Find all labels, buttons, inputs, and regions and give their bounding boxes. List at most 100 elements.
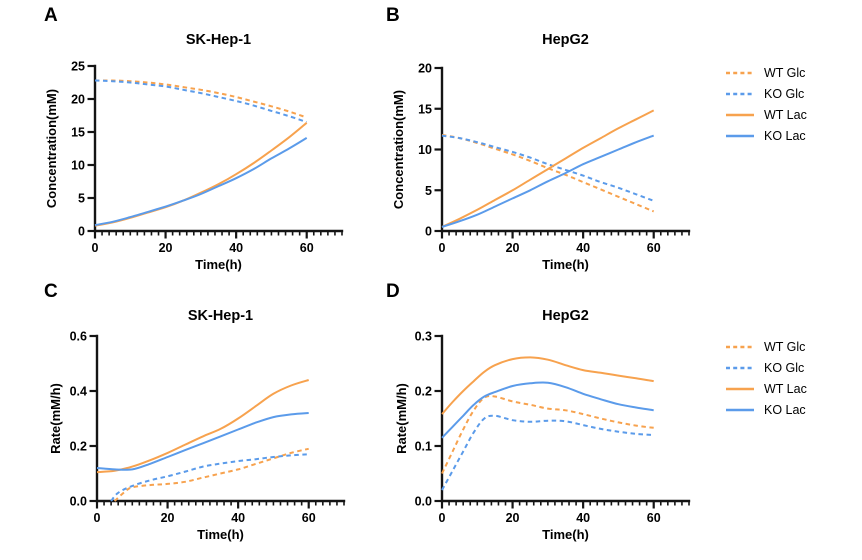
legend-label: KO Glc: [764, 87, 805, 101]
y-tick-label: 0.2: [70, 440, 87, 454]
y-tick-label: 0.1: [415, 440, 432, 454]
y-tick-label: 10: [418, 143, 432, 157]
axes: [440, 66, 691, 233]
axes: [95, 334, 346, 503]
dashed-line-sample-icon: [726, 92, 754, 96]
series-ko-lac: [94, 137, 308, 227]
x-tick-label: 40: [576, 241, 590, 255]
x-tick-label: 20: [159, 241, 173, 255]
x-tick-label: 40: [229, 241, 243, 255]
y-tick-label: 0.6: [70, 330, 87, 344]
series-wt-glc: [441, 394, 654, 474]
legend-bottom: WT Glc KO Glc WT Lac KO Lac: [725, 340, 807, 417]
x-tick-label: 0: [92, 241, 99, 255]
legend-entry-wt-lac: WT Lac: [725, 108, 807, 122]
x-axis-label: Time(h): [542, 527, 589, 542]
x-tick-label: 0: [439, 241, 446, 255]
series-wt-glc: [94, 79, 308, 119]
legend-label: WT Lac: [764, 108, 807, 122]
legend-entry-wt-lac: WT Lac: [725, 382, 807, 396]
series-wt-lac: [94, 122, 308, 227]
x-tick-label: 0: [439, 511, 446, 525]
solid-line-sample-icon: [726, 113, 754, 117]
series-wt-lac: [441, 109, 655, 228]
y-tick-label: 0: [78, 225, 85, 239]
solid-line-sample-icon: [726, 134, 754, 138]
panel-title: SK-Hep-1: [186, 32, 251, 48]
solid-line-sample-icon: [726, 408, 754, 412]
panel-title: HepG2: [542, 32, 589, 48]
y-tick-label: 15: [71, 126, 85, 140]
dashed-line-sample-icon: [726, 366, 754, 370]
y-tick-label: 0.0: [70, 495, 87, 509]
series-ko-glc: [441, 414, 654, 491]
legend-label: WT Lac: [764, 382, 807, 396]
y-tick-label: 0: [425, 225, 432, 239]
legend-entry-ko-lac: KO Lac: [725, 403, 807, 417]
y-axis-label: Rate(mM/h): [394, 383, 409, 454]
y-tick-label: 25: [71, 60, 85, 74]
x-axis-label: Time(h): [195, 257, 242, 272]
axes: [440, 334, 691, 503]
panel-title: HepG2: [542, 308, 589, 324]
dashed-line-sample-icon: [726, 345, 754, 349]
y-tick-label: 15: [418, 102, 432, 116]
panel-b-chart: 0 20 40 60 0 5 10 15 20 HepG2 Time(h) Concentration…: [391, 32, 691, 272]
x-tick-label: 40: [231, 511, 245, 525]
y-axis-label: Rate(mM/h): [48, 383, 63, 454]
y-tick-label: 5: [78, 192, 85, 206]
y-tick-label: 5: [425, 184, 432, 198]
y-tick-label: 0.3: [415, 330, 432, 344]
x-tick-label: 20: [506, 511, 520, 525]
legend-label: KO Lac: [764, 129, 806, 143]
y-tick-label: 0.2: [415, 385, 432, 399]
legend-entry-wt-glc: WT Glc: [725, 66, 807, 80]
legend-top: WT Glc KO Glc WT Lac KO Lac: [725, 66, 807, 143]
panel-label-d: D: [386, 281, 400, 302]
y-axis-label: Concentration(mM): [391, 90, 406, 209]
series-wt-glc: [441, 133, 655, 213]
axes: [93, 64, 344, 233]
y-tick-label: 20: [71, 93, 85, 107]
legend-label: KO Glc: [764, 361, 805, 375]
y-tick-label: 20: [418, 62, 432, 76]
legend-label: WT Glc: [764, 66, 806, 80]
x-tick-label: 60: [300, 241, 314, 255]
series-ko-glc: [110, 453, 309, 502]
x-tick-label: 60: [302, 511, 316, 525]
x-tick-label: 0: [94, 511, 101, 525]
legend-label: KO Lac: [764, 403, 806, 417]
series-ko-glc: [94, 79, 308, 124]
legend-entry-ko-glc: KO Glc: [725, 361, 807, 375]
legend-entry-ko-glc: KO Glc: [725, 87, 807, 101]
x-tick-label: 20: [161, 511, 175, 525]
panel-label-b: B: [386, 5, 400, 26]
x-tick-label: 20: [506, 241, 520, 255]
x-tick-label: 60: [647, 511, 661, 525]
series-wt-lac: [441, 356, 654, 415]
series-ko-lac: [96, 412, 309, 471]
legend-entry-ko-lac: KO Lac: [725, 129, 807, 143]
panel-d-chart: 0 20 40 60 0.0 0.1 0.2 0.3 HepG2 Time(h) Rate(mM/h…: [394, 308, 691, 542]
y-tick-label: 10: [71, 159, 85, 173]
panel-label-c: C: [44, 281, 58, 302]
legend-label: WT Glc: [764, 340, 806, 354]
series-wt-lac: [96, 379, 309, 474]
solid-line-sample-icon: [726, 387, 754, 391]
series-ko-glc: [441, 134, 655, 202]
panel-title: SK-Hep-1: [188, 308, 253, 324]
y-tick-label: 0.0: [415, 495, 432, 509]
panel-a-chart: 0 20 40 60 0 5 10 15 20 25 SK-Hep-1 Time(h) Concentr…: [44, 32, 344, 272]
x-axis-label: Time(h): [197, 527, 244, 542]
x-tick-label: 60: [647, 241, 661, 255]
x-tick-label: 40: [576, 511, 590, 525]
panel-c-chart: 0 20 40 60 0.0 0.2 0.4 0.6 SK-Hep-1 Time(h) Rate(m…: [48, 308, 346, 542]
dashed-line-sample-icon: [726, 71, 754, 75]
panel-label-a: A: [44, 5, 58, 26]
y-axis-label: Concentration(mM): [44, 89, 59, 208]
series-ko-lac: [441, 381, 654, 439]
x-axis-label: Time(h): [542, 257, 589, 272]
legend-entry-wt-glc: WT Glc: [725, 340, 807, 354]
series-ko-lac: [441, 134, 655, 228]
